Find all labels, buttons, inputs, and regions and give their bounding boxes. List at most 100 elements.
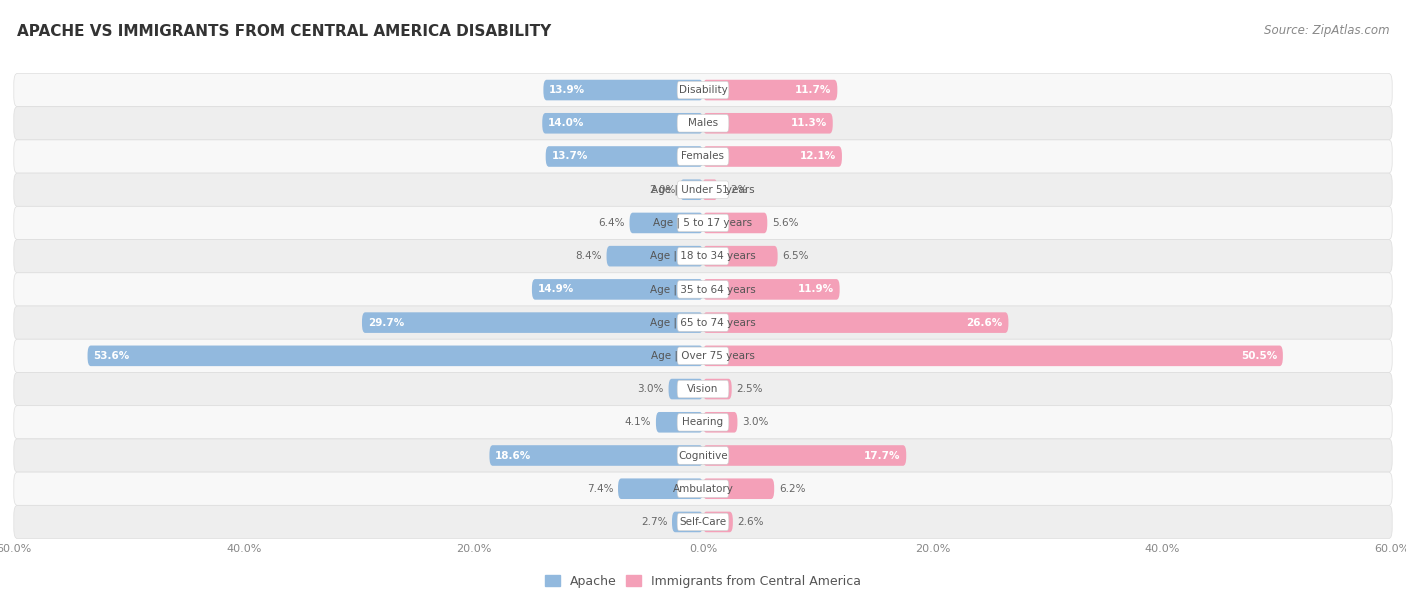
FancyBboxPatch shape bbox=[678, 447, 728, 465]
Text: Hearing: Hearing bbox=[682, 417, 724, 427]
FancyBboxPatch shape bbox=[14, 206, 1392, 239]
Text: 5.6%: 5.6% bbox=[772, 218, 799, 228]
FancyBboxPatch shape bbox=[14, 406, 1392, 439]
Text: 26.6%: 26.6% bbox=[966, 318, 1002, 327]
FancyBboxPatch shape bbox=[489, 445, 703, 466]
FancyBboxPatch shape bbox=[14, 140, 1392, 173]
FancyBboxPatch shape bbox=[703, 212, 768, 233]
FancyBboxPatch shape bbox=[703, 445, 907, 466]
FancyBboxPatch shape bbox=[678, 480, 728, 498]
FancyBboxPatch shape bbox=[703, 279, 839, 300]
FancyBboxPatch shape bbox=[531, 279, 703, 300]
FancyBboxPatch shape bbox=[703, 179, 717, 200]
Text: 14.0%: 14.0% bbox=[548, 118, 585, 129]
FancyBboxPatch shape bbox=[678, 247, 728, 265]
Text: 18.6%: 18.6% bbox=[495, 450, 531, 460]
FancyBboxPatch shape bbox=[87, 346, 703, 366]
FancyBboxPatch shape bbox=[678, 147, 728, 165]
FancyBboxPatch shape bbox=[703, 412, 738, 433]
Text: 17.7%: 17.7% bbox=[865, 450, 900, 460]
Text: 6.2%: 6.2% bbox=[779, 483, 806, 494]
Text: Age | Under 5 years: Age | Under 5 years bbox=[651, 184, 755, 195]
FancyBboxPatch shape bbox=[678, 513, 728, 531]
FancyBboxPatch shape bbox=[703, 479, 775, 499]
FancyBboxPatch shape bbox=[669, 379, 703, 400]
FancyBboxPatch shape bbox=[672, 512, 703, 532]
FancyBboxPatch shape bbox=[703, 512, 733, 532]
Text: 2.5%: 2.5% bbox=[737, 384, 763, 394]
Text: Disability: Disability bbox=[679, 85, 727, 95]
Text: Age | Over 75 years: Age | Over 75 years bbox=[651, 351, 755, 361]
Text: 11.7%: 11.7% bbox=[796, 85, 831, 95]
Text: Age | 65 to 74 years: Age | 65 to 74 years bbox=[650, 318, 756, 328]
Text: Age | 35 to 64 years: Age | 35 to 64 years bbox=[650, 284, 756, 294]
FancyBboxPatch shape bbox=[703, 80, 838, 100]
Text: Self-Care: Self-Care bbox=[679, 517, 727, 527]
FancyBboxPatch shape bbox=[14, 273, 1392, 306]
FancyBboxPatch shape bbox=[678, 81, 728, 99]
Text: Females: Females bbox=[682, 152, 724, 162]
FancyBboxPatch shape bbox=[14, 439, 1392, 472]
FancyBboxPatch shape bbox=[14, 339, 1392, 373]
Text: Cognitive: Cognitive bbox=[678, 450, 728, 460]
Text: 29.7%: 29.7% bbox=[368, 318, 404, 327]
FancyBboxPatch shape bbox=[678, 414, 728, 431]
Text: 11.9%: 11.9% bbox=[797, 285, 834, 294]
FancyBboxPatch shape bbox=[703, 312, 1008, 333]
FancyBboxPatch shape bbox=[703, 346, 1282, 366]
FancyBboxPatch shape bbox=[14, 173, 1392, 206]
FancyBboxPatch shape bbox=[619, 479, 703, 499]
Text: 13.9%: 13.9% bbox=[550, 85, 585, 95]
FancyBboxPatch shape bbox=[14, 306, 1392, 339]
Text: 13.7%: 13.7% bbox=[551, 152, 588, 162]
FancyBboxPatch shape bbox=[678, 380, 728, 398]
Text: Vision: Vision bbox=[688, 384, 718, 394]
FancyBboxPatch shape bbox=[14, 239, 1392, 273]
Text: 7.4%: 7.4% bbox=[586, 483, 613, 494]
FancyBboxPatch shape bbox=[678, 314, 728, 331]
FancyBboxPatch shape bbox=[361, 312, 703, 333]
FancyBboxPatch shape bbox=[630, 212, 703, 233]
FancyBboxPatch shape bbox=[14, 472, 1392, 506]
FancyBboxPatch shape bbox=[606, 246, 703, 266]
Text: 53.6%: 53.6% bbox=[93, 351, 129, 361]
FancyBboxPatch shape bbox=[543, 80, 703, 100]
Text: APACHE VS IMMIGRANTS FROM CENTRAL AMERICA DISABILITY: APACHE VS IMMIGRANTS FROM CENTRAL AMERIC… bbox=[17, 24, 551, 40]
Text: 2.7%: 2.7% bbox=[641, 517, 668, 527]
FancyBboxPatch shape bbox=[14, 373, 1392, 406]
Text: Source: ZipAtlas.com: Source: ZipAtlas.com bbox=[1264, 24, 1389, 37]
Text: 6.4%: 6.4% bbox=[599, 218, 624, 228]
FancyBboxPatch shape bbox=[678, 347, 728, 365]
Text: 4.1%: 4.1% bbox=[624, 417, 651, 427]
FancyBboxPatch shape bbox=[678, 214, 728, 232]
Text: Ambulatory: Ambulatory bbox=[672, 483, 734, 494]
FancyBboxPatch shape bbox=[703, 146, 842, 167]
FancyBboxPatch shape bbox=[703, 246, 778, 266]
Text: 8.4%: 8.4% bbox=[575, 251, 602, 261]
Text: Males: Males bbox=[688, 118, 718, 129]
FancyBboxPatch shape bbox=[543, 113, 703, 133]
Text: 11.3%: 11.3% bbox=[790, 118, 827, 129]
Text: 3.0%: 3.0% bbox=[637, 384, 664, 394]
Text: 2.0%: 2.0% bbox=[650, 185, 675, 195]
FancyBboxPatch shape bbox=[546, 146, 703, 167]
Text: 50.5%: 50.5% bbox=[1241, 351, 1277, 361]
FancyBboxPatch shape bbox=[678, 281, 728, 298]
Text: 3.0%: 3.0% bbox=[742, 417, 769, 427]
Text: Age | 18 to 34 years: Age | 18 to 34 years bbox=[650, 251, 756, 261]
Text: Age | 5 to 17 years: Age | 5 to 17 years bbox=[654, 218, 752, 228]
FancyBboxPatch shape bbox=[657, 412, 703, 433]
Text: 2.6%: 2.6% bbox=[738, 517, 763, 527]
FancyBboxPatch shape bbox=[681, 179, 703, 200]
FancyBboxPatch shape bbox=[14, 106, 1392, 140]
FancyBboxPatch shape bbox=[703, 379, 731, 400]
FancyBboxPatch shape bbox=[703, 113, 832, 133]
FancyBboxPatch shape bbox=[678, 181, 728, 198]
Text: 6.5%: 6.5% bbox=[782, 251, 808, 261]
Text: 14.9%: 14.9% bbox=[537, 285, 574, 294]
FancyBboxPatch shape bbox=[14, 506, 1392, 539]
FancyBboxPatch shape bbox=[14, 73, 1392, 106]
Legend: Apache, Immigrants from Central America: Apache, Immigrants from Central America bbox=[540, 570, 866, 593]
Text: 12.1%: 12.1% bbox=[800, 152, 837, 162]
Text: 1.2%: 1.2% bbox=[721, 185, 748, 195]
